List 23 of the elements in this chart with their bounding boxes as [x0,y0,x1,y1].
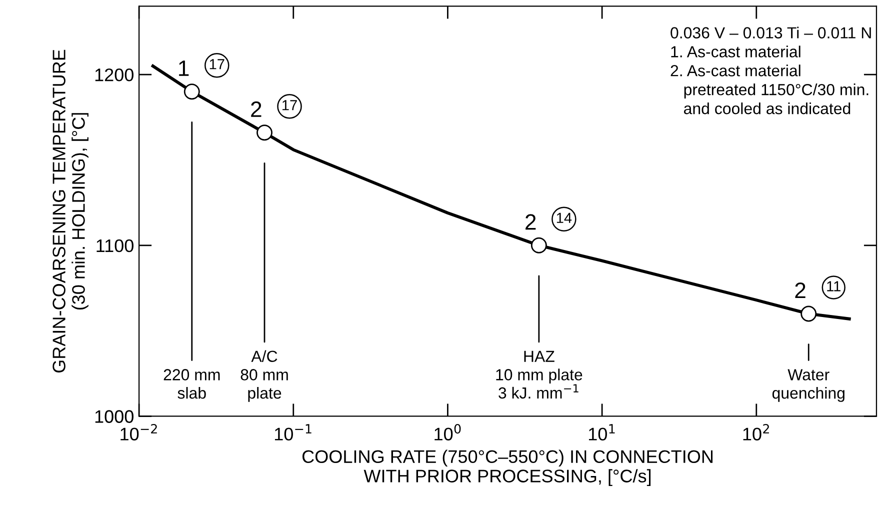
annotation: Water quenching [772,369,844,402]
annotation: 17 [282,100,297,110]
x-tick-label: 10$^{0}$ [434,424,461,440]
annotation: 1 [179,60,189,76]
annotation: 0.036 V – 0.013 Ti – 0.011 N 1. As-cast material 2. As-cast material pretreated 1150°C/30 min. and cooled as indicated [670,26,871,114]
y-axis-title: GRAIN-COARSENING TEMPERATURE (30 min. HOLDING), [°C] [52,50,88,373]
x-tick-label: 10$^{−2}$ [120,424,157,440]
x-axis-title: COOLING RATE (750°C–550°C) IN CONNECTION WITH PRIOR PROCESSING, [°C/s] [302,450,713,486]
x-tick-label: 10$^{1}$ [588,424,615,440]
x-tick-label: 10$^{−1}$ [274,424,312,440]
x-tick-label: 10$^{2}$ [743,424,769,440]
annotation: 17 [210,59,224,70]
annotation: 220 mm slab [164,369,220,399]
annotation: 2 [251,101,262,117]
y-tick-label: 1200 [95,68,134,82]
annotation: 2 [795,282,806,298]
y-tick-label: 1000 [95,410,134,423]
annotation: 2 [526,214,536,230]
annotation: 14 [556,212,572,223]
annotation: 11 [827,281,840,292]
annotation: HAZ 10 mm plate 3 kJ. mm$^{−1}$ [496,350,582,399]
annotation: A/C 80 mm plate [240,350,288,402]
y-tick-label: 1100 [96,239,134,252]
